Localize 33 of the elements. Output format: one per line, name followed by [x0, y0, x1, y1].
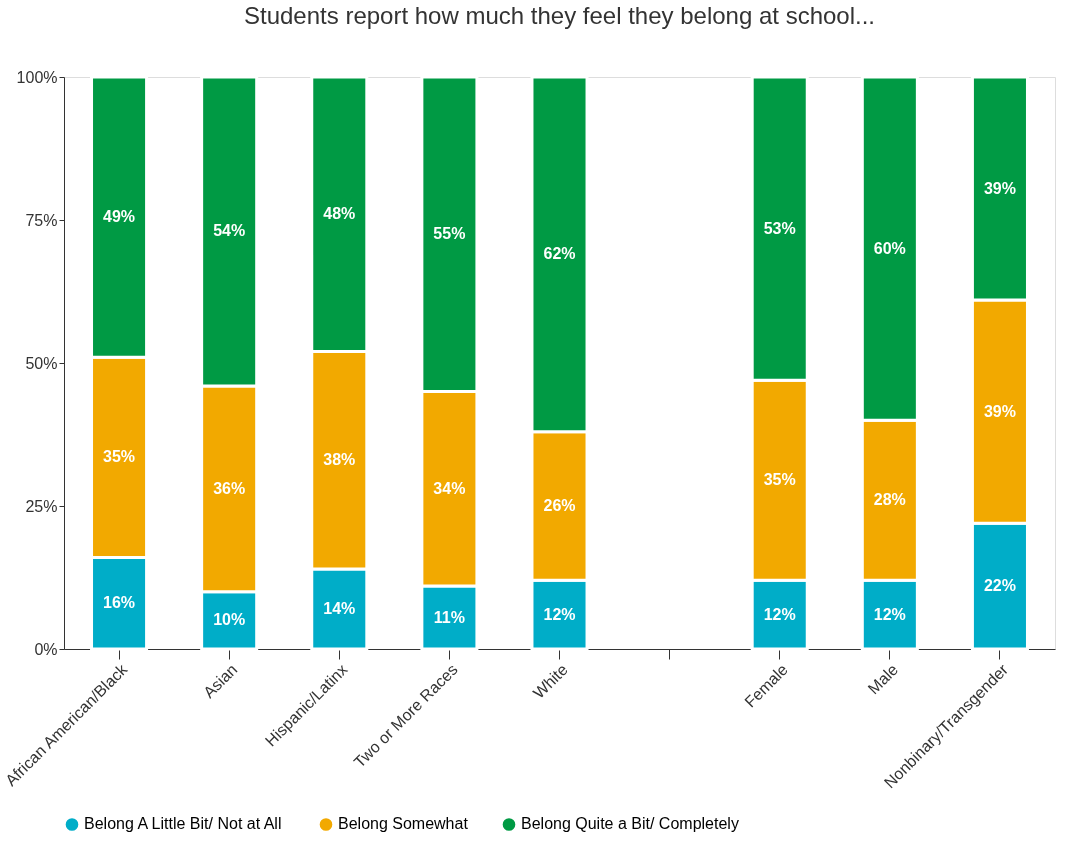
data-label: 54%: [213, 222, 246, 240]
data-label: 34%: [433, 479, 466, 497]
data-label: 36%: [213, 479, 246, 497]
data-label: 38%: [323, 451, 356, 469]
y-tick-label: 100%: [16, 68, 58, 86]
y-tick-label: 25%: [25, 497, 58, 515]
legend-label: Belong Somewhat: [338, 815, 469, 833]
chart-title: Students report how much they feel they belong at school...: [243, 2, 876, 29]
data-label: 12%: [873, 605, 906, 623]
data-label: 49%: [103, 208, 136, 226]
y-tick-label: 50%: [25, 354, 58, 372]
data-label: 48%: [323, 205, 356, 223]
data-label: 22%: [983, 577, 1016, 595]
data-label: 16%: [103, 594, 136, 612]
data-label: 28%: [873, 491, 906, 509]
y-tick-label: 0%: [34, 640, 58, 658]
data-label: 62%: [543, 245, 576, 263]
data-label: 55%: [433, 225, 466, 243]
data-label: 11%: [433, 608, 465, 626]
data-label: 10%: [213, 611, 246, 629]
data-label: 26%: [543, 497, 576, 514]
legend-label: Belong Quite a Bit/ Completely: [521, 815, 739, 833]
data-label: 12%: [763, 605, 796, 623]
data-label: 53%: [763, 219, 796, 237]
data-label: 39%: [983, 402, 1016, 420]
data-label: 35%: [763, 471, 796, 489]
data-label: 39%: [983, 179, 1016, 197]
legend-label: Belong A Little Bit/ Not at All: [84, 815, 282, 833]
data-label: 14%: [323, 599, 356, 617]
y-tick-label: 75%: [25, 211, 58, 229]
data-label: 12%: [543, 605, 576, 623]
data-label: 60%: [873, 239, 906, 257]
data-label: 35%: [103, 448, 136, 466]
